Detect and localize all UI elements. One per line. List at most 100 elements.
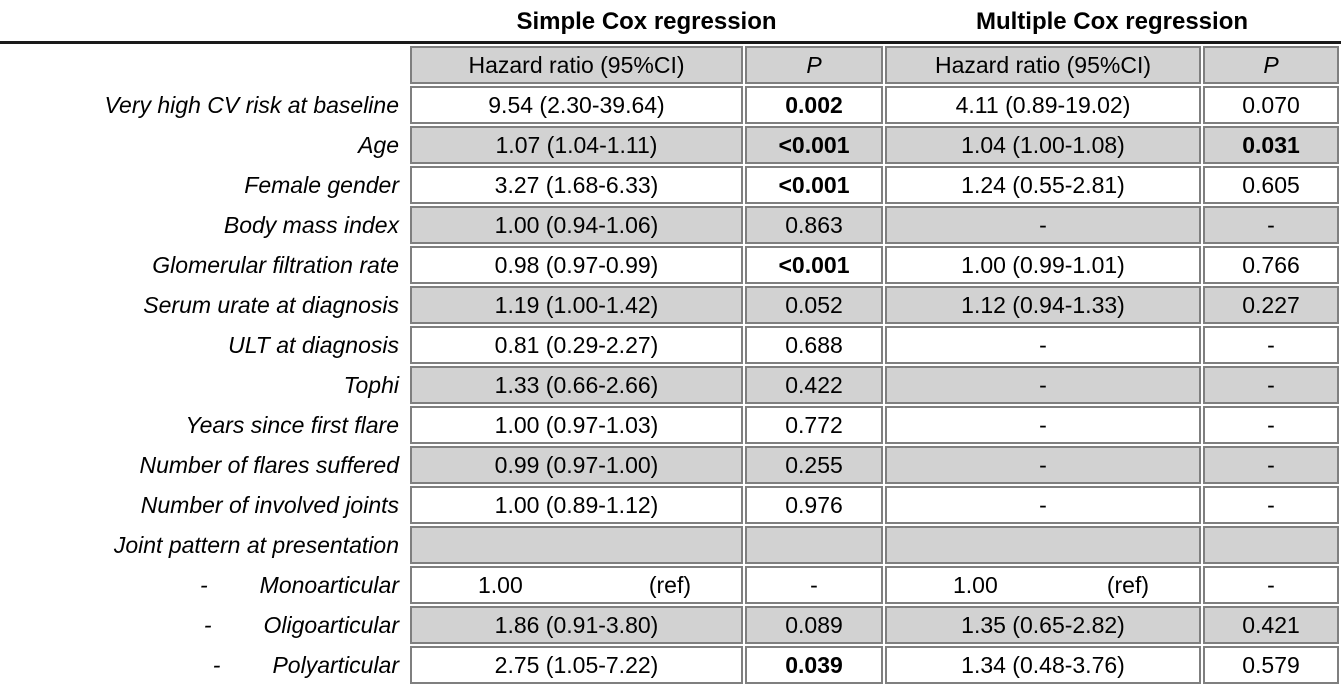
simple-hazard-ratio-cell: 1.00 (0.97-1.03): [410, 406, 743, 444]
indent-dash: -: [212, 651, 221, 678]
multiple-p-value-cell: 0.605: [1203, 166, 1339, 204]
simple-hazard-ratio-cell: [410, 526, 743, 564]
simple-hazard-ratio-cell: 0.81 (0.29-2.27): [410, 326, 743, 364]
simple-p-value-cell: <0.001: [745, 246, 883, 284]
multiple-hazard-ratio-cell: 1.34 (0.48-3.76): [885, 646, 1201, 684]
row-label: Joint pattern at presentation: [113, 531, 399, 558]
simple-hazard-ratio-cell: 1.00 (0.89-1.12): [410, 486, 743, 524]
group-header-multiple-cox: Multiple Cox regression: [975, 8, 1249, 35]
simple-p-value-cell: 0.039: [745, 646, 883, 684]
simple-p-value-cell: 0.863: [745, 206, 883, 244]
table-row: Very high CV risk at baseline 9.54 (2.30-…: [2, 86, 1339, 124]
simple-hazard-ratio-cell: 1.07 (1.04-1.11): [410, 126, 743, 164]
multiple-hazard-ratio-cell: 1.35 (0.65-2.82): [885, 606, 1201, 644]
multiple-hazard-ratio-cell: -: [885, 326, 1201, 364]
simple-p-value-cell: 0.688: [745, 326, 883, 364]
multiple-hazard-ratio-cell: 1.04 (1.00-1.08): [885, 126, 1201, 164]
row-label: Years since first flare: [185, 411, 399, 438]
simple-p-value-cell: <0.001: [745, 126, 883, 164]
multiple-p-value-cell: -: [1203, 406, 1339, 444]
row-label: Female gender: [244, 171, 399, 198]
multiple-hazard-ratio-cell: 1.12 (0.94-1.33): [885, 286, 1201, 324]
simple-p-value-cell: 0.772: [745, 406, 883, 444]
simple-p-value-cell: 0.002: [745, 86, 883, 124]
table-row: Number of flares suffered 0.99 (0.97-1.00…: [2, 446, 1339, 484]
row-label-text: Oligoarticular: [263, 611, 400, 638]
simple-p-value-cell: [745, 526, 883, 564]
reference-marker: (ref): [648, 571, 691, 598]
table-row: ULT at diagnosis 0.81 (0.29-2.27) 0.688- -: [2, 326, 1339, 364]
simple-p-value-cell: 0.255: [745, 446, 883, 484]
table-row: Joint pattern at presentation: [2, 526, 1339, 564]
group-header-band: Simple Cox regression Multiple Cox regre…: [0, 0, 1341, 44]
multiple-hazard-ratio-cell: -: [885, 206, 1201, 244]
row-label: Number of involved joints: [140, 491, 399, 518]
hazard-ratio-value: 1.00: [953, 571, 998, 598]
table-row: - Monoarticular 1.00 (ref) - 1.00 (ref) -: [2, 566, 1339, 604]
table-body: Hazard ratio (95%CI) P Hazard ratio (95%…: [2, 46, 1339, 684]
multiple-p-value-cell: 0.579: [1203, 646, 1339, 684]
multiple-p-value-cell: -: [1203, 486, 1339, 524]
multiple-hazard-ratio-cell: [885, 526, 1201, 564]
simple-hazard-ratio-cell: 0.99 (0.97-1.00): [410, 446, 743, 484]
multiple-hazard-ratio-cell: -: [885, 406, 1201, 444]
corner-cell: [2, 46, 408, 84]
multiple-hazard-ratio-cell: 1.24 (0.55-2.81): [885, 166, 1201, 204]
simple-hazard-ratio-cell: 0.98 (0.97-0.99): [410, 246, 743, 284]
row-label: - Monoarticular: [2, 566, 408, 604]
col-header-hazard-ratio-multiple: Hazard ratio (95%CI): [885, 46, 1201, 84]
row-label: Very high CV risk at baseline: [104, 91, 399, 118]
multiple-hazard-ratio-cell: -: [885, 366, 1201, 404]
multiple-hazard-ratio-cell: 1.00 (ref): [885, 566, 1201, 604]
reference-marker: (ref): [1106, 571, 1149, 598]
row-label: Serum urate at diagnosis: [143, 291, 399, 318]
simple-hazard-ratio-cell: 3.27 (1.68-6.33): [410, 166, 743, 204]
simple-hazard-ratio-cell: 2.75 (1.05-7.22): [410, 646, 743, 684]
column-header-row: Hazard ratio (95%CI) P Hazard ratio (95%…: [2, 46, 1339, 84]
multiple-p-value-cell: 0.766: [1203, 246, 1339, 284]
table-row: - Polyarticular 2.75 (1.05-7.22) 0.039 1.34 …: [2, 646, 1339, 684]
multiple-p-value-cell: 0.421: [1203, 606, 1339, 644]
cox-regression-results-table: Hazard ratio (95%CI) P Hazard ratio (95%…: [0, 44, 1341, 686]
row-label: Tophi: [343, 371, 399, 398]
row-label-text: Polyarticular: [272, 651, 399, 678]
simple-hazard-ratio-cell: 1.00 (ref): [410, 566, 743, 604]
multiple-p-value-cell: 0.031: [1203, 126, 1339, 164]
multiple-p-value-cell: 0.070: [1203, 86, 1339, 124]
row-label: Number of flares suffered: [139, 451, 399, 478]
table-row: Serum urate at diagnosis 1.19 (1.00-1.42)…: [2, 286, 1339, 324]
simple-p-value-cell: 0.422: [745, 366, 883, 404]
col-header-p-multiple: P: [1203, 46, 1339, 84]
table-row: Female gender 3.27 (1.68-6.33) <0.001 1.24 …: [2, 166, 1339, 204]
table-row: Tophi 1.33 (0.66-2.66) 0.422- -: [2, 366, 1339, 404]
hazard-ratio-value: 1.00: [478, 571, 523, 598]
row-label: ULT at diagnosis: [228, 331, 399, 358]
simple-hazard-ratio-cell: 1.00 (0.94-1.06): [410, 206, 743, 244]
multiple-hazard-ratio-cell: 1.00 (0.99-1.01): [885, 246, 1201, 284]
simple-p-value-cell: <0.001: [745, 166, 883, 204]
simple-hazard-ratio-cell: 9.54 (2.30-39.64): [410, 86, 743, 124]
row-label: - Polyarticular: [2, 646, 408, 684]
multiple-p-value-cell: -: [1203, 446, 1339, 484]
table-row: Number of involved joints 1.00 (0.89-1.12…: [2, 486, 1339, 524]
multiple-hazard-ratio-cell: -: [885, 446, 1201, 484]
table-row: Age 1.07 (1.04-1.11) <0.001 1.04 (1.00-1.08…: [2, 126, 1339, 164]
simple-p-value-cell: 0.976: [745, 486, 883, 524]
indent-dash: -: [199, 571, 208, 598]
group-header-simple-cox: Simple Cox regression: [516, 8, 777, 35]
simple-p-value-cell: 0.052: [745, 286, 883, 324]
indent-dash: -: [203, 611, 212, 638]
multiple-p-value-cell: -: [1203, 366, 1339, 404]
multiple-hazard-ratio-cell: -: [885, 486, 1201, 524]
simple-p-value-cell: -: [745, 566, 883, 604]
row-label: Age: [358, 131, 399, 158]
multiple-hazard-ratio-cell: 4.11 (0.89-19.02): [885, 86, 1201, 124]
table-row: - Oligoarticular 1.86 (0.91-3.80) 0.089 1.35…: [2, 606, 1339, 644]
row-label: Body mass index: [223, 211, 399, 238]
multiple-p-value-cell: -: [1203, 206, 1339, 244]
multiple-p-value-cell: -: [1203, 326, 1339, 364]
table-row: Glomerular filtration rate 0.98 (0.97-0.9…: [2, 246, 1339, 284]
row-label-text: Monoarticular: [259, 571, 399, 598]
multiple-p-value-cell: 0.227: [1203, 286, 1339, 324]
